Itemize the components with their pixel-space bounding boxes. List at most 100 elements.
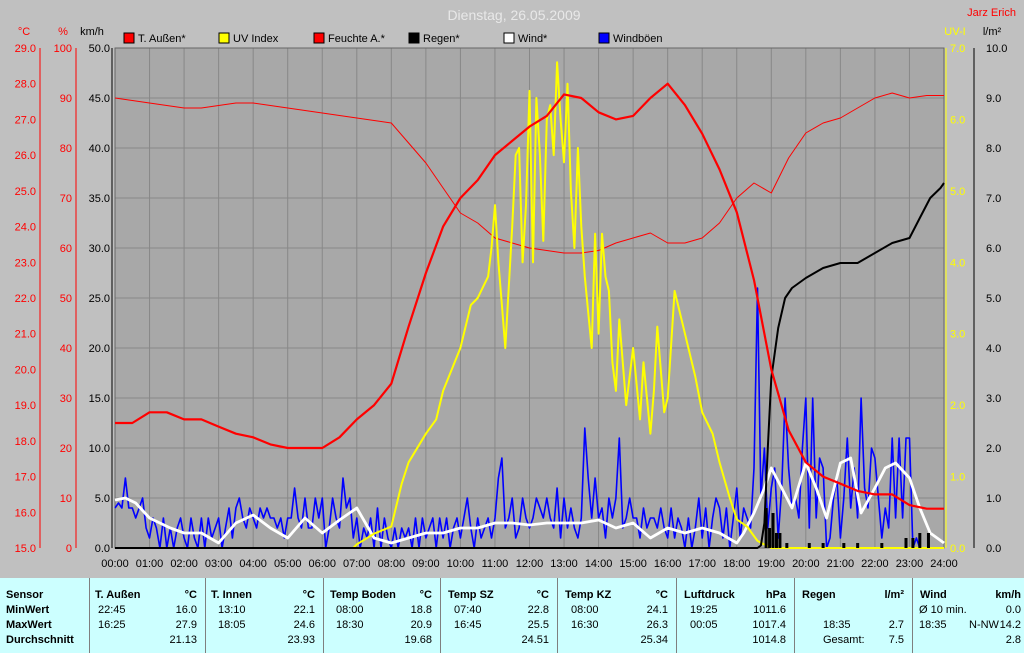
rain-bar (807, 543, 811, 548)
x-tick-label: 22:00 (861, 558, 889, 570)
column-unit: °C (655, 589, 668, 601)
stats-column-regen: Regen l/m² 18:35 2.7 Gesamt: 7.5 (795, 578, 913, 653)
humidity-tick-label: 30 (60, 393, 72, 405)
uv-tick-label: 5.0 (950, 186, 965, 198)
wind-tick-label: 35.0 (89, 193, 110, 205)
column-unit: km/h (995, 589, 1021, 601)
legend-swatch (313, 32, 325, 44)
min-value: 22.1 (293, 604, 315, 616)
temp-tick-label: 26.0 (15, 150, 36, 162)
temp-tick-label: 17.0 (15, 472, 36, 484)
uv-tick-label: 4.0 (950, 257, 965, 269)
x-tick-label: 16:00 (654, 558, 682, 570)
rain-tick-label: 9.0 (986, 93, 1001, 105)
wind-avg-label: Ø 10 min. (919, 604, 967, 616)
series-line-3 (115, 182, 945, 549)
max-time: 16:30 (571, 619, 599, 631)
x-tick-label: 19:00 (758, 558, 786, 570)
rain-bar (821, 543, 825, 548)
column-title: Luftdruck (684, 589, 735, 601)
temp-tick-label: 21.0 (15, 329, 36, 341)
column-unit: °C (419, 589, 432, 601)
legend-label: UV Index (233, 33, 279, 45)
temp-tick-label: 15.0 (15, 543, 36, 555)
rain-bar (778, 533, 782, 548)
series-line-4 (114, 456, 945, 545)
average-value: 25.34 (640, 634, 668, 646)
x-tick-label: 00:00 (101, 558, 129, 570)
rain-bar (785, 543, 789, 548)
rain-tick-label: 7.0 (986, 193, 1001, 205)
x-tick-label: 06:00 (308, 558, 336, 570)
row-label-average: Durchschnitt (6, 634, 74, 646)
legend-swatch (123, 32, 135, 44)
temp-tick-label: 24.0 (15, 222, 36, 234)
uv-tick-label: 6.0 (950, 114, 965, 126)
x-tick-label: 17:00 (688, 558, 716, 570)
temp-tick-label: 20.0 (15, 364, 36, 376)
column-unit: °C (184, 589, 197, 601)
legend-swatch (598, 32, 610, 44)
min-time: 08:00 (571, 604, 599, 616)
rain-tick-label: 8.0 (986, 143, 1001, 155)
x-tick-label: 08:00 (378, 558, 406, 570)
series-line-5 (114, 287, 944, 549)
wind-tick-label: 10.0 (89, 443, 110, 455)
uv-tick-label: 1.0 (950, 472, 965, 484)
author-label: Jarz Erich (967, 7, 1016, 19)
max-time: 00:05 (690, 619, 718, 631)
average-value: 24.51 (521, 634, 549, 646)
column-title: Regen (802, 589, 836, 601)
temp-tick-label: 27.0 (15, 114, 36, 126)
rain-tick-label: 10.0 (986, 43, 1007, 55)
max-value: 27.9 (175, 619, 197, 631)
rain-tick-label: 2.0 (986, 443, 1001, 455)
humidity-axis-unit: % (58, 26, 68, 38)
max-value: 26.3 (646, 619, 668, 631)
temp-tick-label: 19.0 (15, 400, 36, 412)
max-value: 25.5 (527, 619, 549, 631)
x-tick-label: 04:00 (239, 558, 267, 570)
temp-tick-label: 22.0 (15, 293, 36, 305)
max-time: 16:25 (98, 619, 126, 631)
rain-tick-label: 1.0 (986, 493, 1001, 505)
column-title: Wind (920, 589, 947, 601)
row-label-sensor: Sensor (6, 589, 44, 601)
average-value: 23.93 (287, 634, 315, 646)
x-tick-label: 14:00 (585, 558, 613, 570)
wind-tick-label: 15.0 (89, 393, 110, 405)
average-value: 19.68 (404, 634, 432, 646)
weather-chart: 15.0 16.0 17.0 18.0 19.0 20.0 21.0 22.0 23.0 24.0… (15, 7, 1016, 570)
x-tick-label: 07:00 (343, 558, 371, 570)
humidity-tick-label: 80 (60, 143, 72, 155)
x-tick-label: 10:00 (447, 558, 475, 570)
rain-bar (771, 513, 775, 548)
rain-tick-label: 0.0 (986, 543, 1001, 555)
rain-tick-label: 6.0 (986, 243, 1001, 255)
max-value: 24.6 (293, 619, 315, 631)
x-tick-label: 13:00 (550, 558, 578, 570)
x-tick-label: 02:00 (170, 558, 198, 570)
rain-axis-unit: l/m² (983, 26, 1002, 38)
max-value: 20.9 (410, 619, 432, 631)
wind-max-time: 18:35 (919, 619, 947, 631)
x-tick-label: 15:00 (619, 558, 647, 570)
legend-label: Feuchte A.* (328, 33, 386, 45)
rain-total-value: 7.5 (888, 634, 904, 646)
x-tick-label: 23:00 (896, 558, 924, 570)
x-tick-label: 01:00 (136, 558, 164, 570)
x-tick-label: 18:00 (723, 558, 751, 570)
column-unit: hPa (765, 589, 786, 601)
uv-axis-unit: UV-I (944, 26, 965, 38)
temp-tick-label: 28.0 (15, 79, 36, 91)
rain-bar (918, 533, 922, 548)
rain-max-time: 18:35 (823, 619, 851, 631)
max-value: 1017.4 (752, 619, 786, 631)
rain-tick-label: 4.0 (986, 343, 1001, 355)
wind-avg-value: 0.0 (1005, 604, 1021, 616)
min-value: 1011.6 (753, 604, 786, 616)
average-value: 1014.8 (752, 634, 786, 646)
series-line-1 (115, 61, 944, 549)
humidity-tick-label: 20 (60, 443, 72, 455)
min-value: 16.0 (175, 604, 197, 616)
